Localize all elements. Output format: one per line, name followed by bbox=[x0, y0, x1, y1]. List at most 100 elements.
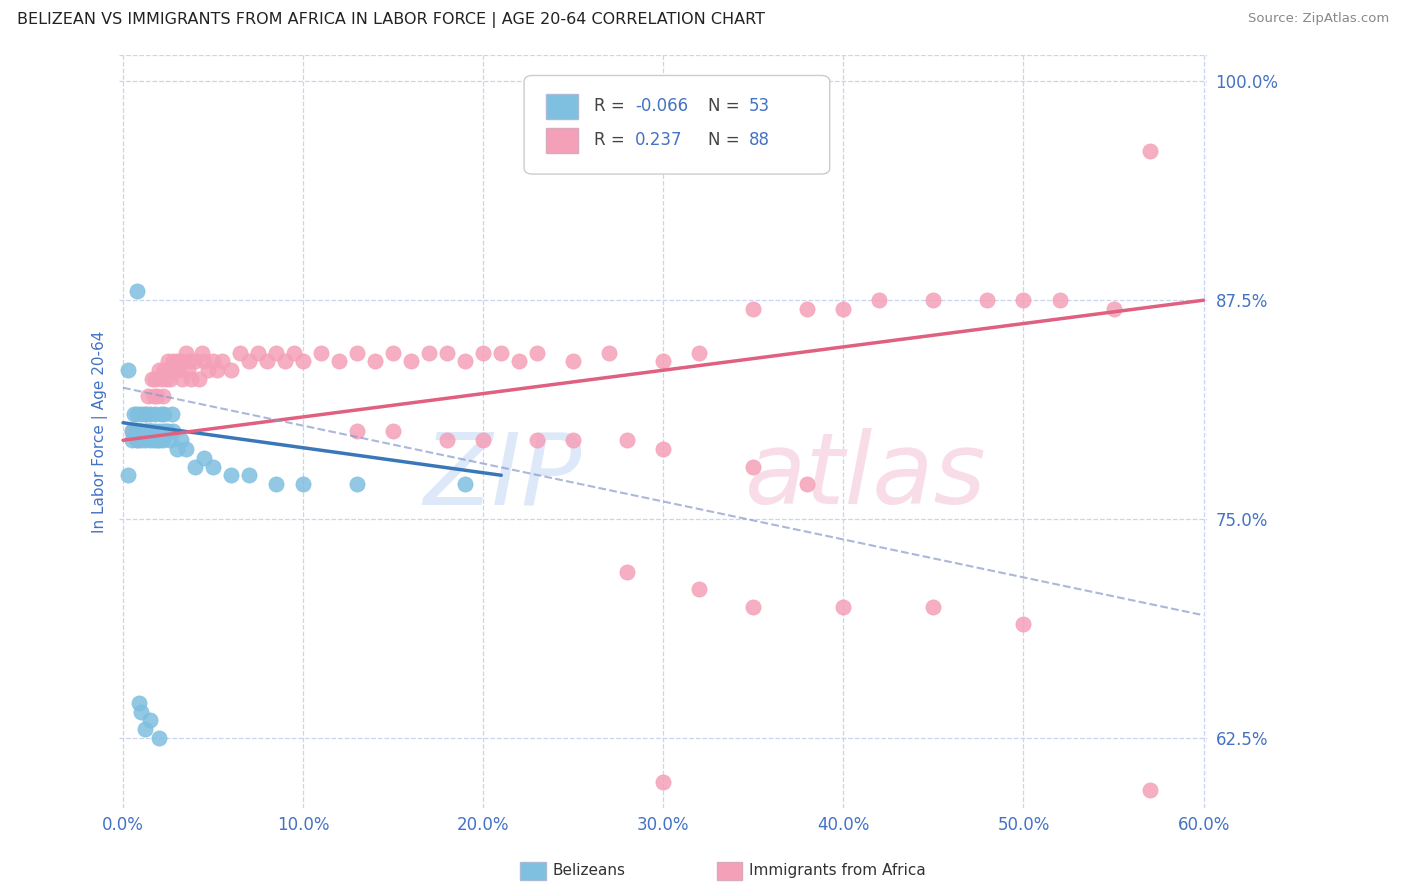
Point bbox=[121, 425, 143, 439]
Point bbox=[1139, 783, 1161, 797]
Point bbox=[170, 354, 193, 368]
Point bbox=[134, 722, 156, 736]
Text: BELIZEAN VS IMMIGRANTS FROM AFRICA IN LABOR FORCE | AGE 20-64 CORRELATION CHART: BELIZEAN VS IMMIGRANTS FROM AFRICA IN LA… bbox=[17, 12, 765, 28]
Point bbox=[292, 354, 315, 368]
Point bbox=[472, 345, 495, 359]
Point bbox=[219, 468, 242, 483]
Point bbox=[184, 459, 207, 474]
Point bbox=[382, 425, 405, 439]
Point bbox=[191, 345, 214, 359]
Point bbox=[418, 345, 440, 359]
Point bbox=[153, 407, 176, 421]
Point bbox=[129, 407, 152, 421]
Point bbox=[238, 468, 260, 483]
Point bbox=[174, 345, 197, 359]
Point bbox=[122, 407, 145, 421]
Point bbox=[177, 363, 200, 377]
Point bbox=[508, 354, 530, 368]
Point bbox=[121, 434, 143, 448]
Point bbox=[142, 389, 165, 403]
Point bbox=[135, 425, 157, 439]
Point bbox=[193, 354, 215, 368]
Point bbox=[742, 301, 765, 316]
Point bbox=[202, 354, 225, 368]
Point bbox=[274, 354, 297, 368]
Point bbox=[172, 372, 194, 386]
Point bbox=[155, 372, 177, 386]
Point bbox=[136, 389, 159, 403]
Point bbox=[148, 731, 170, 745]
Point bbox=[149, 407, 172, 421]
Y-axis label: In Labor Force | Age 20-64: In Labor Force | Age 20-64 bbox=[93, 330, 108, 533]
Point bbox=[976, 293, 998, 308]
Point bbox=[472, 434, 495, 448]
Point bbox=[796, 301, 818, 316]
Point bbox=[139, 714, 162, 728]
Point bbox=[142, 434, 165, 448]
Text: 53: 53 bbox=[749, 97, 770, 115]
Point bbox=[283, 345, 305, 359]
FancyBboxPatch shape bbox=[546, 94, 578, 119]
Point bbox=[162, 425, 184, 439]
Text: N =: N = bbox=[707, 131, 745, 149]
Point bbox=[148, 434, 170, 448]
Point bbox=[219, 363, 242, 377]
Point bbox=[238, 354, 260, 368]
Point bbox=[832, 301, 855, 316]
Point bbox=[256, 354, 278, 368]
Point bbox=[145, 372, 167, 386]
Point bbox=[148, 363, 170, 377]
Point bbox=[157, 354, 180, 368]
Point bbox=[157, 425, 180, 439]
Text: Immigrants from Africa: Immigrants from Africa bbox=[749, 863, 927, 878]
Point bbox=[598, 345, 620, 359]
Point bbox=[382, 345, 405, 359]
Point bbox=[562, 434, 585, 448]
Point bbox=[796, 477, 818, 491]
Point bbox=[139, 407, 162, 421]
Text: atlas: atlas bbox=[745, 428, 987, 525]
Point bbox=[193, 450, 215, 465]
Point bbox=[292, 477, 315, 491]
Point bbox=[127, 434, 149, 448]
Point bbox=[141, 372, 163, 386]
Point bbox=[155, 425, 177, 439]
Point bbox=[436, 345, 458, 359]
Point bbox=[922, 293, 945, 308]
Point bbox=[152, 434, 174, 448]
Point bbox=[117, 363, 139, 377]
Point bbox=[364, 354, 387, 368]
Point bbox=[160, 363, 183, 377]
Point bbox=[179, 354, 201, 368]
Point bbox=[346, 425, 368, 439]
Text: -0.066: -0.066 bbox=[636, 97, 688, 115]
Point bbox=[187, 372, 209, 386]
Point bbox=[526, 434, 548, 448]
Point bbox=[149, 372, 172, 386]
Point bbox=[197, 363, 219, 377]
Point bbox=[129, 434, 152, 448]
Point bbox=[127, 407, 149, 421]
Point bbox=[121, 425, 143, 439]
Point bbox=[128, 425, 150, 439]
Point bbox=[124, 425, 146, 439]
Point bbox=[652, 442, 675, 456]
Point bbox=[211, 354, 233, 368]
Point bbox=[141, 425, 163, 439]
Point bbox=[135, 407, 157, 421]
Point bbox=[742, 599, 765, 614]
Point bbox=[1049, 293, 1071, 308]
Point bbox=[152, 425, 174, 439]
Point bbox=[688, 345, 710, 359]
Point bbox=[264, 477, 287, 491]
Point bbox=[346, 477, 368, 491]
Point bbox=[922, 599, 945, 614]
Text: R =: R = bbox=[593, 131, 630, 149]
Point bbox=[180, 372, 202, 386]
Text: Source: ZipAtlas.com: Source: ZipAtlas.com bbox=[1249, 12, 1389, 25]
Text: N =: N = bbox=[707, 97, 745, 115]
Point bbox=[146, 389, 169, 403]
Point bbox=[128, 696, 150, 710]
Point bbox=[489, 345, 512, 359]
Point bbox=[205, 363, 228, 377]
